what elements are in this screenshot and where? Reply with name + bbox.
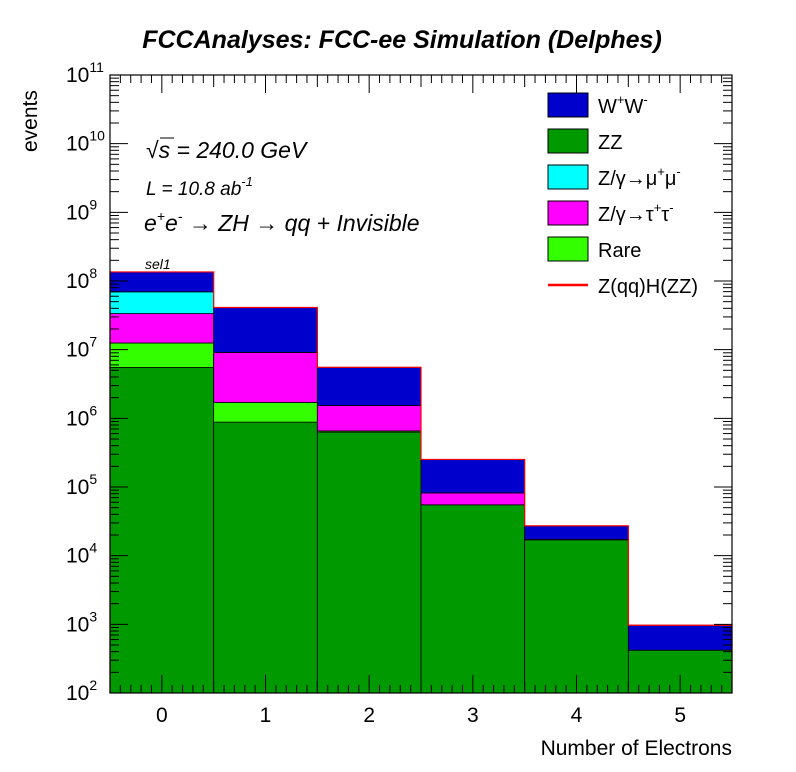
selection-label: sel1 — [145, 256, 171, 272]
legend-label: Z/γ→μ+μ- — [598, 164, 681, 190]
signal-step — [109, 271, 733, 693]
x-tick-label: 2 — [363, 704, 375, 727]
legend-swatch — [547, 200, 589, 226]
legend-label: W+W- — [598, 92, 648, 118]
y-tick-exponent: 9 — [89, 196, 97, 212]
legend-label-part: Z(qq)H(ZZ) — [598, 276, 698, 298]
legend-swatch — [547, 92, 589, 118]
bar-4 — [524, 525, 629, 540]
y-tick-exponent: 11 — [89, 59, 104, 75]
legend-label: Z(qq)H(ZZ) — [598, 276, 698, 298]
y-tick-label: 105 — [66, 471, 97, 499]
x-tick-label: 1 — [260, 704, 272, 727]
signal-line — [109, 271, 733, 693]
legend-sup: + — [617, 92, 625, 107]
process-annotation: e+e- → ZH → qq + Invisible — [144, 208, 420, 236]
legend-sup: - — [643, 92, 647, 107]
bar-3 — [420, 504, 526, 694]
x-tick-label: 3 — [467, 704, 479, 727]
y-tick-exponent: 5 — [89, 471, 97, 487]
legend-label: ZZ — [598, 132, 622, 154]
sqrt-s-var: s — [159, 137, 171, 163]
bar-0 — [109, 271, 215, 293]
y-tick-label: 104 — [66, 540, 97, 568]
bar-0 — [109, 367, 215, 694]
legend-label: Z/γ→τ+τ- — [598, 200, 674, 226]
x-axis-label: Number of Electrons — [541, 737, 732, 760]
bar-2 — [316, 431, 422, 694]
bar-5 — [627, 624, 733, 651]
bar-2 — [316, 405, 422, 432]
y-tick-exponent: 10 — [89, 128, 105, 144]
annotations: √s = 240.0 GeV L = 10.8 ab-1 e+e- → ZH →… — [144, 137, 420, 272]
stacked-bars — [109, 271, 733, 694]
bar-3 — [420, 459, 526, 494]
legend-label: Rare — [598, 240, 641, 262]
process-eplus: + — [157, 208, 165, 224]
process-eminus: - — [178, 208, 183, 224]
bar-4 — [524, 539, 629, 694]
lumi-exp: -1 — [241, 174, 253, 189]
y-tick-exponent: 8 — [89, 265, 97, 281]
legend-sup: + — [657, 164, 665, 179]
legend-label-part: W — [598, 96, 617, 118]
process-e1: e — [144, 210, 157, 236]
y-tick-exponent: 2 — [89, 677, 97, 693]
bar-0 — [109, 291, 215, 315]
chart-title: FCCAnalyses: FCC-ee Simulation (Delphes) — [142, 26, 662, 54]
legend-label-part: μ — [665, 168, 677, 190]
x-tick-label: 5 — [674, 704, 686, 727]
y-tick-label: 108 — [66, 265, 97, 293]
bar-1 — [213, 421, 318, 694]
legend-swatch — [547, 236, 589, 262]
y-tick-label: 1011 — [66, 59, 104, 87]
x-tick-label: 4 — [571, 704, 583, 727]
legend-label-part: W — [624, 96, 643, 118]
x-tick-label: 0 — [156, 704, 168, 727]
legend-swatch — [547, 128, 589, 154]
sqrt-symbol: √ — [146, 137, 159, 163]
lumi-annotation: L = 10.8 ab-1 — [146, 174, 253, 200]
y-tick-exponent: 7 — [89, 334, 97, 350]
bar-0 — [109, 313, 215, 344]
legend-label-part: Z/γ→τ — [598, 204, 654, 226]
bar-2 — [316, 366, 422, 406]
bar-0 — [109, 342, 215, 368]
bar-3 — [420, 492, 526, 506]
bar-1 — [213, 307, 318, 353]
x-axis: 0 1 2 3 4 5 — [109, 75, 733, 727]
y-tick-label: 102 — [66, 677, 97, 705]
legend-label-part: ZZ — [598, 132, 622, 154]
legend-sup: + — [654, 200, 662, 215]
y-tick-label: 109 — [66, 196, 97, 224]
y-tick-exponent: 4 — [89, 540, 97, 556]
bar-1 — [213, 402, 318, 423]
bar-1 — [213, 352, 318, 403]
y-tick-label: 107 — [66, 334, 97, 362]
legend-sup: - — [676, 164, 680, 179]
y-tick-label: 1010 — [66, 128, 105, 156]
process-text: → ZH → qq + Invisible — [182, 210, 419, 236]
y-tick-label: 106 — [66, 402, 97, 430]
sqrt-s-value: = 240.0 GeV — [170, 137, 309, 163]
y-tick-exponent: 3 — [89, 608, 97, 624]
y-axis-label: events — [19, 90, 42, 152]
legend-label-part: τ — [661, 204, 669, 226]
legend-label-part: Rare — [598, 240, 641, 262]
sqrt-s-annotation: √s = 240.0 GeV — [146, 137, 309, 163]
legend-sup: - — [669, 200, 673, 215]
process-e2: e — [165, 210, 178, 236]
legend-label-part: Z/γ→μ — [598, 168, 657, 190]
y-tick-label: 103 — [66, 608, 97, 636]
lumi-text: L = 10.8 ab — [146, 179, 241, 200]
legend-swatch — [547, 164, 589, 190]
y-tick-exponent: 6 — [89, 402, 97, 418]
